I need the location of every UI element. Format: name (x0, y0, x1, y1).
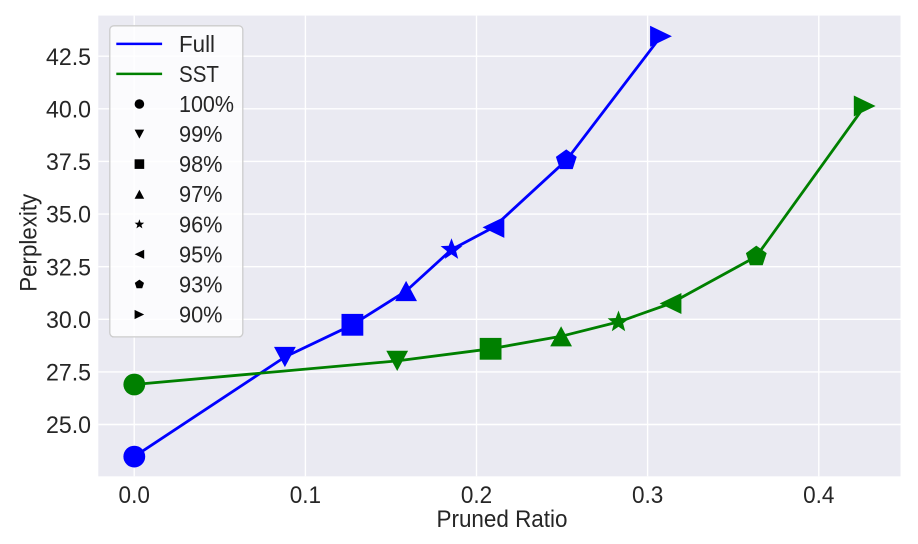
svg-text:Perplexity: Perplexity (15, 193, 42, 292)
svg-text:93%: 93% (179, 271, 223, 297)
svg-text:0.4: 0.4 (803, 482, 834, 509)
svg-text:99%: 99% (179, 121, 223, 147)
svg-text:SST: SST (179, 61, 219, 87)
svg-text:0.0: 0.0 (119, 482, 150, 509)
svg-text:42.5: 42.5 (46, 44, 91, 71)
svg-text:95%: 95% (179, 241, 223, 267)
svg-text:27.5: 27.5 (46, 360, 91, 387)
svg-text:0.1: 0.1 (290, 482, 321, 509)
svg-text:37.5: 37.5 (46, 149, 91, 176)
svg-text:35.0: 35.0 (46, 202, 91, 229)
svg-text:0.3: 0.3 (632, 482, 663, 509)
svg-text:96%: 96% (179, 211, 223, 237)
svg-text:32.5: 32.5 (46, 254, 91, 281)
svg-text:90%: 90% (179, 302, 223, 328)
svg-text:30.0: 30.0 (46, 307, 91, 334)
svg-text:Full: Full (179, 31, 215, 57)
svg-text:Pruned Ratio: Pruned Ratio (437, 506, 568, 533)
svg-text:25.0: 25.0 (46, 412, 91, 439)
svg-text:0.2: 0.2 (461, 482, 492, 509)
svg-text:98%: 98% (179, 151, 223, 177)
svg-text:97%: 97% (179, 181, 223, 207)
svg-text:100%: 100% (179, 91, 234, 117)
svg-text:40.0: 40.0 (46, 96, 91, 123)
